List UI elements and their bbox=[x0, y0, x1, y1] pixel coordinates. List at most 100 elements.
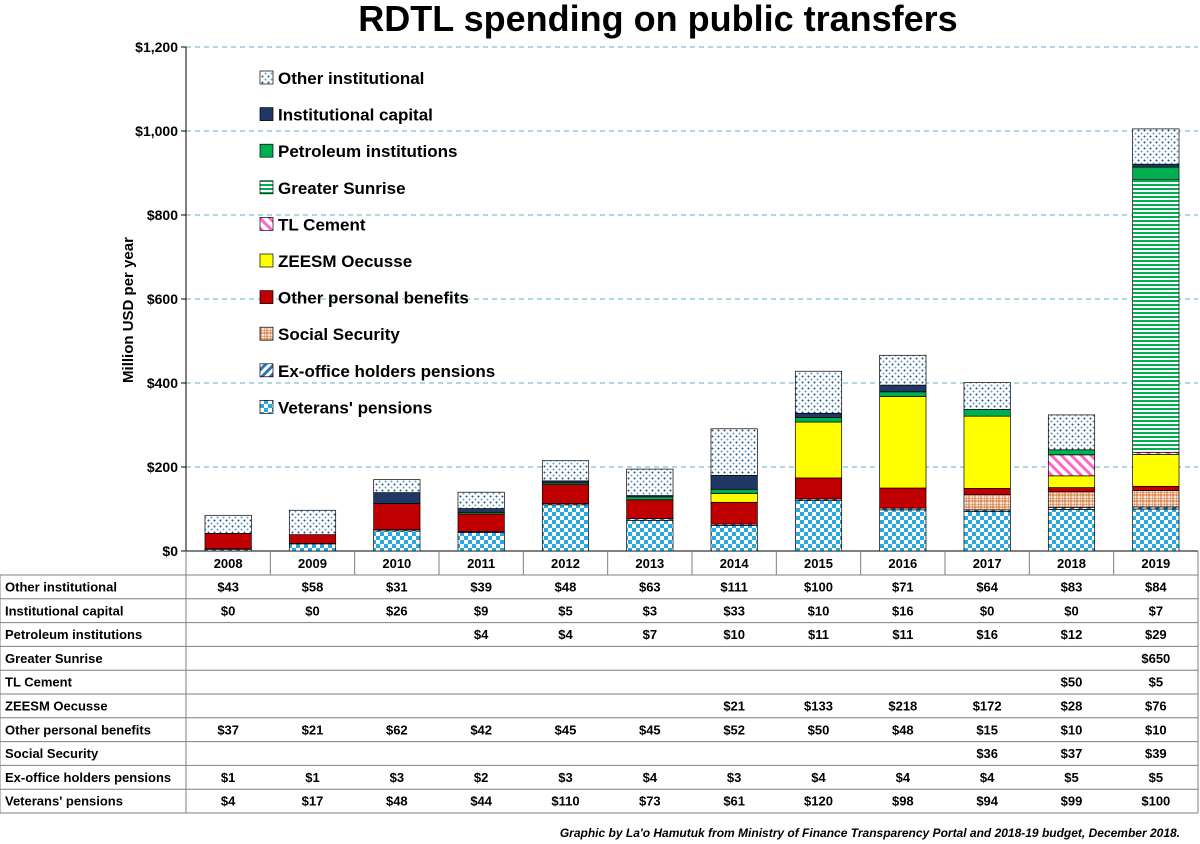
table-cell: $94 bbox=[976, 794, 998, 809]
x-tick-label: 2016 bbox=[888, 556, 917, 571]
table-cell: $100 bbox=[1141, 794, 1170, 809]
table-cell: $650 bbox=[1141, 651, 1170, 666]
table-cell: $21 bbox=[723, 699, 745, 714]
bar-segment-veterans-pensions bbox=[373, 530, 421, 552]
legend-label-zeesm-oecusse: ZEESM Oecusse bbox=[278, 252, 412, 271]
table-cell: $111 bbox=[720, 580, 748, 595]
table-cell: $218 bbox=[888, 699, 917, 714]
table-cell: $4 bbox=[811, 770, 826, 785]
bar-segment-other-institutional bbox=[1047, 414, 1096, 451]
table-cell: $50 bbox=[1061, 675, 1083, 690]
table-cell: $44 bbox=[470, 794, 492, 809]
table-cell: $48 bbox=[555, 580, 577, 595]
y-tick-label: $800 bbox=[147, 207, 178, 223]
table-cell: $45 bbox=[639, 722, 661, 737]
table-cell: $11 bbox=[892, 627, 913, 642]
table-cell: $110 bbox=[551, 794, 579, 809]
bar-segment-petroleum-institutions bbox=[1047, 449, 1096, 456]
legend-swatch-tl-cement bbox=[259, 217, 274, 231]
legend-swatch-petroleum-institutions bbox=[259, 143, 274, 158]
x-tick-label: 2010 bbox=[382, 556, 411, 571]
table-row-label: Ex-office holders pensions bbox=[5, 770, 171, 785]
table-row-label: Veterans' pensions bbox=[5, 794, 123, 809]
bar-segment-other-institutional bbox=[626, 468, 674, 496]
legend-label-other-institutional: Other institutional bbox=[278, 69, 424, 88]
table-cell: $15 bbox=[976, 722, 998, 737]
x-tick-label: 2014 bbox=[720, 556, 750, 571]
table-cell: $36 bbox=[976, 746, 998, 761]
y-axis-label: Million USD per year bbox=[120, 237, 137, 383]
legend-label-institutional-capital: Institutional capital bbox=[278, 106, 433, 125]
bar-segment-other-institutional bbox=[457, 491, 505, 509]
table-cell: $10 bbox=[1145, 722, 1167, 737]
bar-segment-other-institutional bbox=[541, 460, 590, 482]
x-tick-label: 2015 bbox=[804, 556, 833, 571]
table-cell: $0 bbox=[221, 603, 235, 618]
bar-segment-veterans-pensions bbox=[1047, 509, 1096, 552]
table-cell: $7 bbox=[643, 627, 657, 642]
table-cell: $0 bbox=[980, 603, 994, 618]
table-cell: $5 bbox=[1149, 675, 1163, 690]
table-cell: $98 bbox=[892, 794, 914, 809]
bar-segment-other-personal-benefits bbox=[1047, 487, 1096, 493]
table-row-label: Other personal benefits bbox=[5, 722, 151, 737]
table-cell: $48 bbox=[892, 722, 914, 737]
table-cell: $63 bbox=[639, 580, 661, 595]
y-tick-label: $400 bbox=[147, 375, 178, 391]
bar-segment-institutional-capital bbox=[457, 508, 505, 513]
table-cell: $16 bbox=[976, 627, 998, 642]
table-cell: $42 bbox=[470, 722, 492, 737]
bar-segment-other-personal-benefits bbox=[541, 484, 590, 504]
table-cell: $5 bbox=[1064, 770, 1078, 785]
bar-segment-petroleum-institutions bbox=[794, 417, 843, 423]
bar-segment-zeesm-oecusse bbox=[794, 421, 843, 479]
legend-swatch-other-personal-benefits bbox=[259, 290, 274, 304]
bar-segment-other-personal-benefits bbox=[288, 534, 337, 544]
table-cell: $9 bbox=[474, 603, 488, 618]
x-tick-label: 2012 bbox=[551, 556, 580, 571]
table-cell: $3 bbox=[558, 770, 572, 785]
table-cell: $4 bbox=[474, 627, 489, 642]
bar-segment-veterans-pensions bbox=[963, 511, 1011, 552]
table-row-label: Social Security bbox=[5, 746, 99, 761]
bar-segment-other-personal-benefits bbox=[457, 513, 505, 533]
bar-segment-social-security bbox=[963, 494, 1011, 511]
x-tick-label: 2013 bbox=[635, 556, 664, 571]
table-cell: $71 bbox=[892, 580, 914, 595]
bar-segment-petroleum-institutions bbox=[963, 409, 1011, 417]
table-cell: $4 bbox=[896, 770, 911, 785]
bar-segment-other-personal-benefits bbox=[626, 499, 674, 520]
bar-segment-institutional-capital bbox=[879, 384, 927, 393]
table-row-label: Other institutional bbox=[5, 580, 117, 595]
x-tick-label: 2011 bbox=[467, 556, 495, 571]
table-cell: $11 bbox=[808, 627, 829, 642]
legend-swatch-social-security bbox=[259, 326, 274, 341]
legend: Other institutional Institutional capital… bbox=[259, 69, 495, 417]
table-cell: $99 bbox=[1061, 794, 1083, 809]
bar-segment-zeesm-oecusse bbox=[1132, 454, 1180, 487]
bar-segment-tl-cement bbox=[1047, 454, 1096, 477]
table-cell: $28 bbox=[1061, 699, 1083, 714]
table-row-label: Greater Sunrise bbox=[5, 651, 103, 666]
legend-swatch-veterans-pensions bbox=[259, 400, 274, 414]
legend-label-social-security: Social Security bbox=[278, 325, 400, 344]
table-cell: $4 bbox=[221, 794, 236, 809]
x-tick-label: 2008 bbox=[214, 556, 243, 571]
bar-segment-veterans-pensions bbox=[794, 500, 843, 552]
table-cell: $73 bbox=[639, 794, 661, 809]
table-cell: $133 bbox=[804, 699, 833, 714]
bar-segment-zeesm-oecusse bbox=[710, 493, 758, 503]
table-row-label: Institutional capital bbox=[5, 603, 123, 618]
bar-segment-veterans-pensions bbox=[541, 504, 590, 552]
table-cell: $17 bbox=[302, 794, 324, 809]
table-row-label: TL Cement bbox=[5, 675, 73, 690]
table-cell: $39 bbox=[1145, 746, 1167, 761]
bar-segment-institutional-capital bbox=[373, 492, 421, 504]
bar-segment-veterans-pensions bbox=[288, 543, 337, 552]
table-cell: $10 bbox=[1061, 722, 1083, 737]
legend-swatch-other-institutional bbox=[259, 70, 274, 85]
legend-label-greater-sunrise: Greater Sunrise bbox=[278, 179, 406, 198]
bar-segment-other-personal-benefits bbox=[373, 503, 421, 530]
table-cell: $12 bbox=[1061, 627, 1083, 642]
